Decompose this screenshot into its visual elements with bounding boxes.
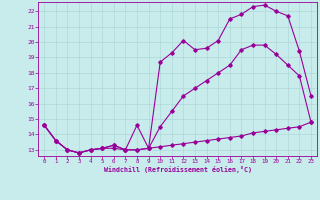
X-axis label: Windchill (Refroidissement éolien,°C): Windchill (Refroidissement éolien,°C) [104,166,252,173]
